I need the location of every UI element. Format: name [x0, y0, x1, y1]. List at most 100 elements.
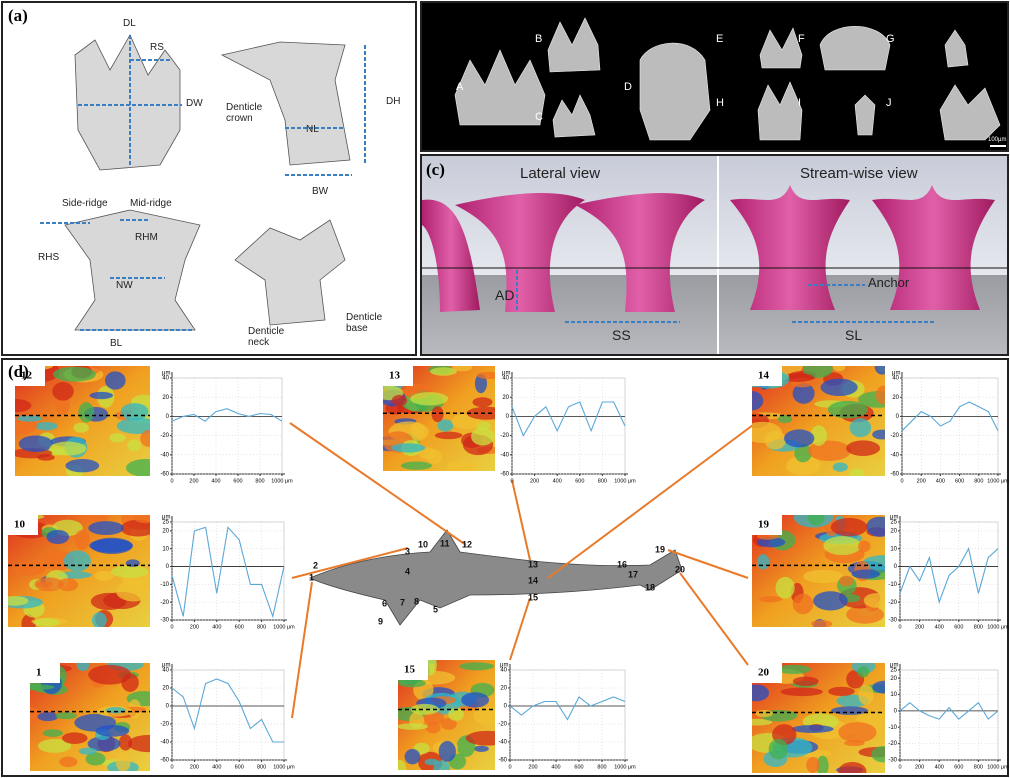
x-tick-label: 1000 μm	[614, 764, 636, 770]
heat-blob	[431, 406, 444, 423]
heat-blob	[446, 461, 479, 471]
x-tick-label: 400	[551, 764, 560, 770]
y-tick-label: 20	[162, 528, 169, 534]
measure-lines	[40, 35, 366, 331]
heat-blob	[438, 740, 456, 762]
site-number: 6	[382, 598, 387, 608]
site-number: 12	[462, 539, 472, 549]
heat-blob	[410, 392, 449, 406]
heat-blob	[857, 666, 870, 678]
y-tick-label: -30	[160, 618, 169, 624]
annotation: Stream-wise view	[800, 165, 918, 182]
heat-blob	[831, 706, 868, 715]
x-tick-label: 200	[915, 764, 924, 770]
heat-blob	[88, 664, 132, 685]
profile-line	[901, 401, 999, 432]
x-tick-label: 200	[528, 764, 537, 770]
heat-blob	[839, 575, 854, 587]
heat-blob	[875, 385, 885, 405]
label-notch	[30, 663, 60, 683]
y-tick-label: 10	[162, 546, 169, 552]
heat-blob	[872, 680, 885, 694]
y-tick-label: 0	[894, 564, 898, 570]
annotation: NL	[306, 124, 319, 135]
heat-blob	[73, 422, 90, 433]
heat-blob	[752, 718, 773, 726]
heat-blob	[18, 435, 54, 453]
heat-blob	[828, 686, 855, 697]
measure-lines	[516, 270, 935, 323]
annotation: G	[886, 33, 895, 45]
y-tick-label: -10	[888, 582, 897, 588]
heat-blob	[857, 540, 871, 552]
heat-blob	[794, 443, 812, 463]
heat-blob	[830, 517, 868, 537]
y-unit: μm	[502, 371, 510, 377]
heat-blob	[863, 593, 885, 608]
heat-blob	[120, 519, 150, 537]
y-tick-label: -20	[160, 600, 169, 606]
heat-blob	[476, 371, 495, 380]
y-unit: μm	[892, 371, 900, 377]
heat-blob	[434, 431, 463, 440]
heat-blob	[756, 537, 786, 548]
y-unit: μm	[162, 515, 170, 521]
heat-blob	[109, 433, 126, 443]
x-tick-label: 400	[553, 478, 562, 484]
x-tick-label: 600	[955, 478, 964, 484]
heat-blob	[820, 378, 858, 397]
heat-blob	[448, 707, 464, 721]
y-tick-label: -60	[160, 472, 169, 478]
site-number: 1	[309, 572, 314, 582]
y-unit: μm	[890, 515, 898, 521]
site-label: 20	[758, 667, 770, 679]
heat-blob	[430, 367, 457, 376]
heat-blob	[42, 729, 63, 737]
heat-blob	[851, 569, 881, 579]
heat-blob	[110, 565, 149, 578]
heatmap	[383, 366, 495, 471]
heat-blob	[424, 758, 439, 766]
label-notch	[752, 663, 782, 683]
x-tick-label: 1000 μm	[987, 764, 1009, 770]
heat-blob	[810, 425, 828, 446]
heat-blob	[118, 734, 133, 751]
heat-blob	[437, 419, 454, 432]
label-notch	[15, 366, 45, 386]
site-number: 2	[313, 560, 318, 570]
annotation: Denticle base	[346, 312, 383, 334]
annotation: B	[535, 33, 543, 45]
heat-blob	[410, 422, 425, 439]
y-tick-label: -60	[890, 472, 899, 478]
heat-blob	[461, 692, 490, 708]
heat-blob	[116, 417, 150, 435]
heat-blob	[105, 707, 126, 714]
site-number: 4	[405, 566, 410, 576]
heat-blob	[768, 738, 789, 760]
heat-blob	[127, 439, 141, 452]
heat-blob	[89, 538, 133, 553]
heat-blob	[74, 530, 90, 551]
y-tick-label: 25	[890, 520, 897, 526]
y-tick-label: 20	[892, 395, 899, 401]
x-tick-label: 600	[574, 764, 583, 770]
heat-blob	[811, 620, 833, 627]
shark	[309, 529, 683, 626]
x-tick-label: 0	[898, 624, 901, 630]
x-tick-label: 1000 μm	[987, 624, 1009, 630]
annotation: AD	[495, 287, 515, 303]
annotation: NW	[116, 280, 133, 291]
site-label: 15	[404, 664, 416, 676]
heat-blob	[55, 712, 77, 720]
connector-lines	[289, 421, 758, 719]
heat-blob	[848, 468, 865, 476]
heat-blob	[832, 366, 846, 372]
site-number: 15	[528, 592, 538, 602]
x-tick-label: 800	[257, 764, 266, 770]
x-tick-label: 600	[575, 478, 584, 484]
annotation: I	[798, 97, 802, 109]
heat-blob	[792, 593, 814, 615]
x-tick-label: 0	[170, 764, 173, 770]
site-label: 14	[758, 370, 770, 382]
